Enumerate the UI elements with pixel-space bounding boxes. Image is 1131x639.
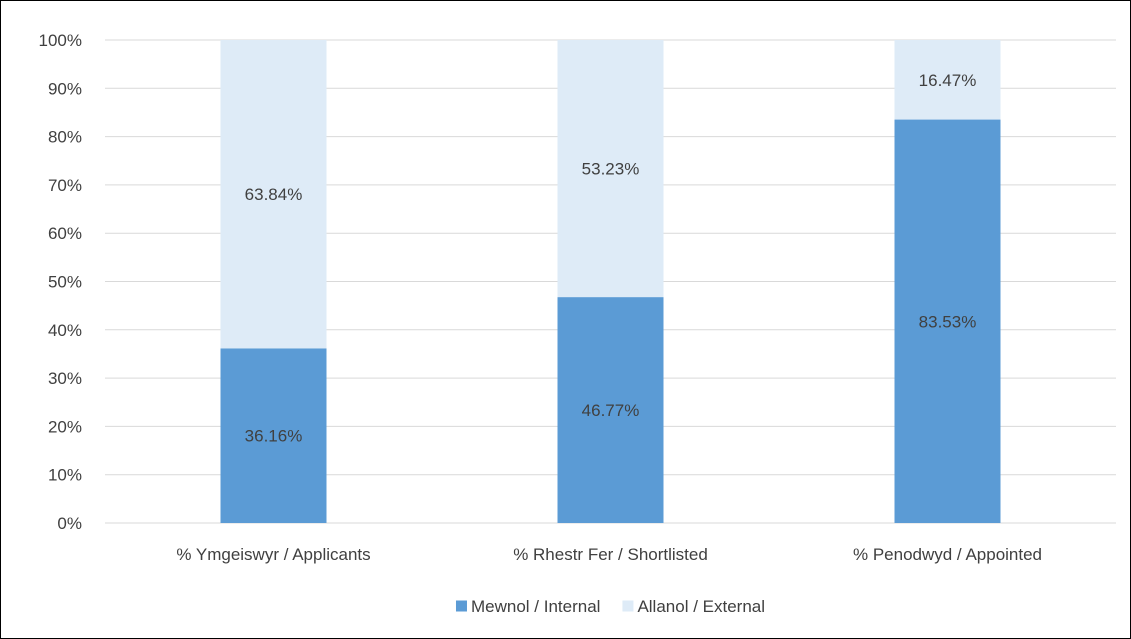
bar-segment [557,40,664,298]
y-tick-label: 40% [48,321,82,340]
data-label: 16.47% [919,71,977,90]
bar-segment [894,40,1001,120]
x-axis-category-labels: % Ymgeiswyr / Applicants % Rhestr Fer / S… [176,545,1042,564]
y-tick-label: 90% [48,79,82,98]
bar-segment [557,297,664,523]
x-category-label: % Ymgeiswyr / Applicants [176,545,370,564]
x-category-label: % Rhestr Fer / Shortlisted [513,545,708,564]
y-tick-label: 70% [48,176,82,195]
y-tick-label: 30% [48,369,82,388]
y-tick-label: 0% [57,514,82,533]
bar-segment [894,119,1001,523]
y-tick-label: 100% [39,31,82,50]
bars [220,40,1001,523]
y-tick-label: 10% [48,466,82,485]
bar-segment [220,348,327,523]
legend-label: Mewnol / Internal [471,597,600,616]
data-label: 36.16% [245,427,303,446]
y-tick-label: 60% [48,224,82,243]
y-tick-label: 50% [48,273,82,292]
data-label: 46.77% [582,401,640,420]
data-label: 53.23% [582,160,640,179]
legend-label: Allanol / External [637,597,765,616]
legend-swatch [455,600,467,612]
legend: Mewnol / Internal Allanol / External [455,597,765,616]
legend-swatch [622,600,634,612]
x-category-label: % Penodwyd / Appointed [853,545,1042,564]
data-label: 63.84% [245,185,303,204]
data-labels: 36.16% 63.84% 46.77% 53.23% 83.53% 16.47% [245,71,977,446]
y-tick-label: 20% [48,417,82,436]
y-tick-label: 80% [48,128,82,147]
data-label: 83.53% [919,312,977,331]
bar-segment [220,40,327,349]
y-axis-tick-labels: 0% 10% 20% 30% 40% 50% 60% 70% 80% 90% 100% [39,31,82,533]
